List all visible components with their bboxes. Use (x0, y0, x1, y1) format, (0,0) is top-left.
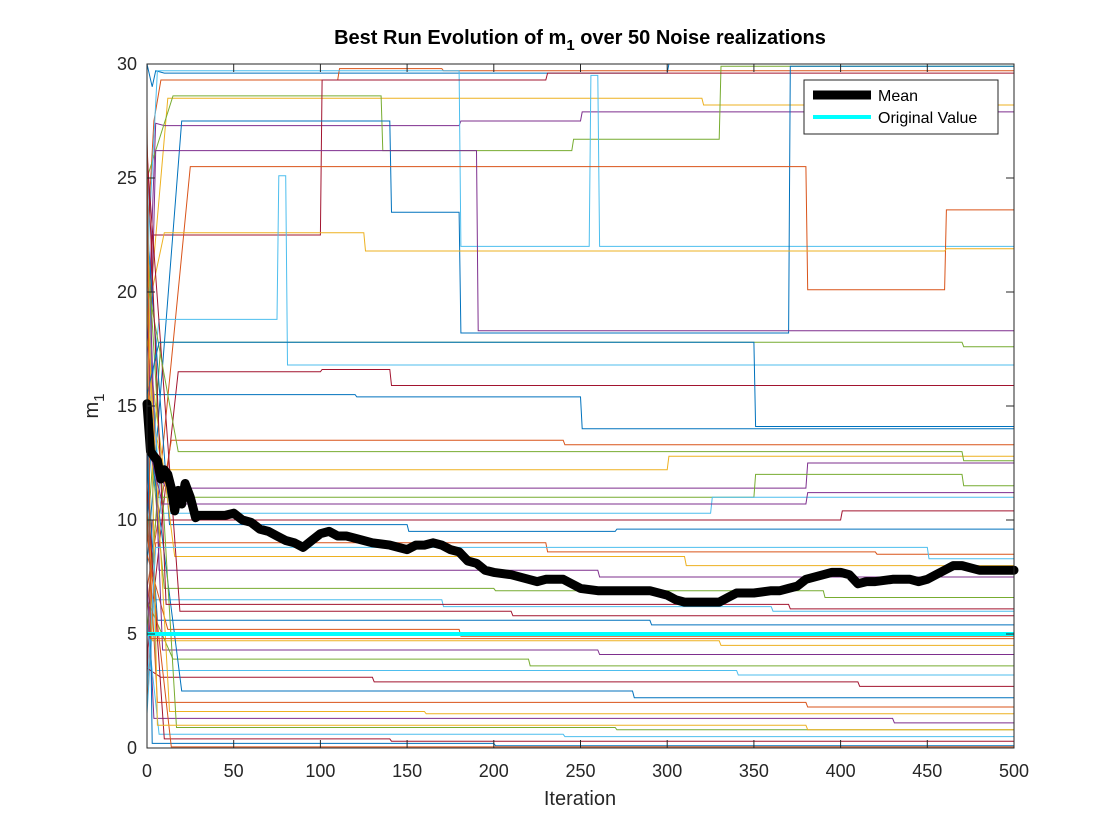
noise-run-line-14 (146, 369, 1014, 657)
noise-run-line-24 (146, 337, 1014, 567)
noise-run-line-50 (146, 341, 1014, 427)
legend-mean-label: Mean (878, 88, 918, 105)
noise-run-line-16 (146, 439, 1014, 589)
chart-title: Best Run Evolution of m1 over 50 Noise r… (334, 27, 826, 54)
noise-run-line-28 (146, 155, 1014, 617)
noise-run-line-8 (146, 65, 1014, 566)
legend-box (803, 79, 999, 135)
x-tick-label: 150 (392, 761, 422, 781)
noise-run-line-40 (146, 234, 1014, 731)
noise-run-line-13 (146, 175, 1014, 429)
noise-run-line-15 (146, 394, 1014, 521)
x-tick-label: 250 (565, 761, 595, 781)
noise-run-line-42 (146, 485, 1014, 742)
x-tick-label: 350 (739, 761, 769, 781)
y-tick-label: 5 (127, 624, 137, 644)
x-axis-label: Iteration (544, 788, 616, 810)
y-tick-label: 25 (117, 168, 137, 188)
legend: Mean Original Value (803, 79, 999, 135)
noise-run-line-33 (146, 599, 1014, 667)
y-tick-label: 30 (117, 54, 137, 74)
noise-run-line-38 (146, 303, 1014, 715)
y-tick-label: 15 (117, 396, 137, 416)
legend-original-label: Original Value (878, 110, 977, 127)
noise-run-line-11 (146, 150, 1014, 498)
x-tick-label: 50 (224, 761, 244, 781)
noise-run-line-47 (146, 280, 1014, 462)
noise-run-line-9 (146, 166, 1014, 612)
noise-run-line-29 (146, 462, 1014, 626)
noise-run-line-36 (146, 417, 1014, 699)
x-tick-label: 100 (305, 761, 335, 781)
y-axis-label: m1 (81, 393, 108, 418)
y-tick-label: 10 (117, 510, 137, 530)
y-tick-label: 20 (117, 282, 137, 302)
noise-run-line-32 (146, 257, 1014, 655)
noise-run-line-37 (146, 508, 1014, 708)
noise-run-line-46 (146, 440, 1014, 505)
x-tick-label: 200 (479, 761, 509, 781)
x-tick-label: 500 (999, 761, 1029, 781)
noise-run-lines (146, 63, 1014, 748)
x-tick-label: 450 (912, 761, 942, 781)
noise-run-line-10 (146, 232, 1014, 315)
noise-run-line-5 (146, 65, 1014, 179)
x-tick-label: 400 (826, 761, 856, 781)
x-tick-label: 300 (652, 761, 682, 781)
noise-run-line-35 (146, 667, 1014, 687)
mean-line (142, 399, 1019, 607)
x-tick-label: 0 (142, 761, 152, 781)
noise-run-line-48 (146, 546, 1014, 692)
main-series-lines (142, 399, 1019, 636)
noise-run-line-19 (146, 473, 1014, 635)
axis-ticks: 0 50 100 150 200 250 300 350 400 450 500 0 5 10 15 20 25… (117, 54, 1029, 781)
noise-run-line-51 (146, 109, 1014, 640)
noise-run-line-3 (146, 97, 1014, 338)
noise-run-line-44 (146, 531, 1014, 748)
noise-run-line-49 (146, 143, 1014, 610)
y-tick-label: 0 (127, 738, 137, 758)
noise-run-line-43 (146, 371, 1014, 747)
noise-run-line-6 (146, 70, 1014, 270)
noise-run-line-39 (146, 576, 1014, 724)
